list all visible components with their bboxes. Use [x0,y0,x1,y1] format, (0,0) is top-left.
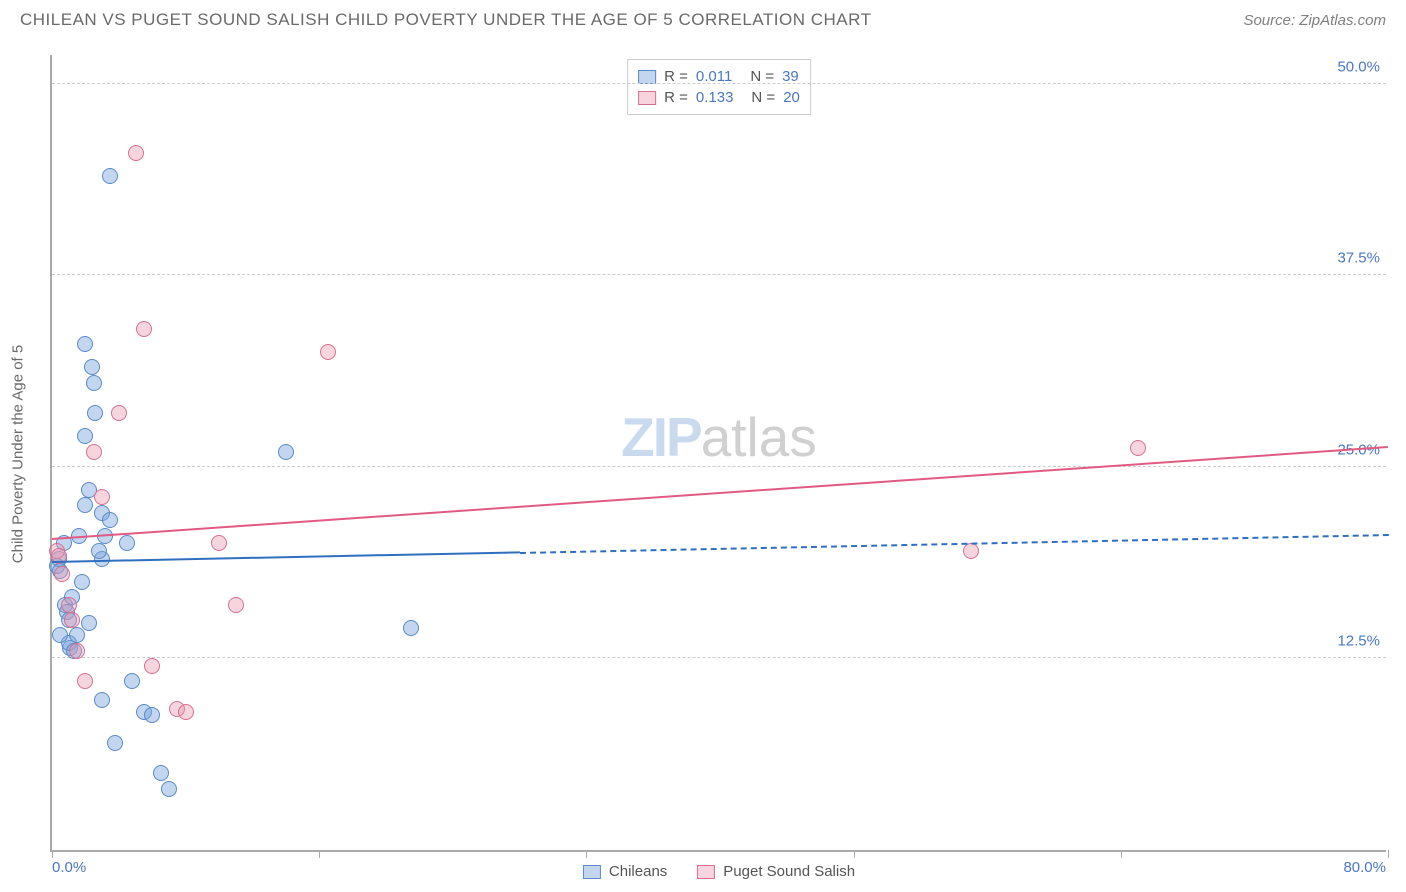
watermark: ZIPatlas [621,405,817,469]
data-point [77,673,93,689]
data-point [74,574,90,590]
trend-line [52,446,1388,540]
y-tick-label: 50.0% [1337,58,1380,75]
data-point [69,643,85,659]
legend-label: Puget Sound Salish [723,863,855,880]
gridline [52,657,1386,658]
gridline [52,466,1386,467]
data-point [87,405,103,421]
data-point [69,627,85,643]
legend-n-label: N = [751,89,775,106]
data-point [228,597,244,613]
x-tick [586,850,587,858]
watermark-atlas: atlas [701,406,817,468]
x-tick [1388,850,1389,858]
data-point [136,321,152,337]
chart-area: Child Poverty Under the Age of 5 ZIPatla… [50,55,1386,852]
data-point [320,344,336,360]
plot-region: ZIPatlas R = 0.011N = 39R = 0.133N = 20 … [50,55,1386,852]
data-point [161,781,177,797]
legend-item: Puget Sound Salish [697,863,855,880]
legend-swatch [638,70,656,84]
data-point [153,765,169,781]
data-point [403,620,419,636]
legend-n-value: 20 [783,89,800,106]
data-point [52,627,68,643]
data-point [64,612,80,628]
legend-swatch [638,91,656,105]
data-point [77,428,93,444]
watermark-zip: ZIP [621,406,701,468]
legend-series: Chileans Puget Sound Salish [583,863,855,880]
data-point [128,145,144,161]
x-tick [319,850,320,858]
trend-line [520,534,1388,554]
x-axis-label: 80.0% [1343,859,1386,876]
legend-stat-row: R = 0.011N = 39 [638,66,800,87]
data-point [124,673,140,689]
data-point [144,658,160,674]
x-axis-label: 0.0% [52,859,86,876]
x-tick [52,850,53,858]
y-tick-label: 37.5% [1337,250,1380,267]
data-point [102,512,118,528]
data-point [119,535,135,551]
legend-stat-row: R = 0.133 N = 20 [638,87,800,108]
data-point [102,168,118,184]
gridline [52,83,1386,84]
legend-label: Chileans [609,863,667,880]
y-axis-label: Child Poverty Under the Age of 5 [10,344,27,562]
data-point [111,405,127,421]
x-tick [854,850,855,858]
data-point [61,597,77,613]
legend-item: Chileans [583,863,667,880]
data-point [77,497,93,513]
data-point [94,692,110,708]
data-point [91,543,107,559]
trend-line [52,552,520,564]
data-point [178,704,194,720]
legend-stats: R = 0.011N = 39 R = 0.133 N = 20 [627,59,811,115]
data-point [278,444,294,460]
y-tick-label: 12.5% [1337,633,1380,650]
gridline [52,274,1386,275]
legend-swatch [697,865,715,879]
data-point [94,489,110,505]
data-point [211,535,227,551]
data-point [86,375,102,391]
data-point [77,336,93,352]
data-point [107,735,123,751]
legend-swatch [583,865,601,879]
data-point [81,615,97,631]
data-point [144,707,160,723]
data-point [54,566,70,582]
data-point [1130,440,1146,456]
source-attribution: Source: ZipAtlas.com [1243,12,1386,29]
data-point [86,444,102,460]
x-tick [1121,850,1122,858]
legend-r-label: R = [664,89,688,106]
data-point [963,543,979,559]
legend-r-value: 0.133 [696,89,734,106]
data-point [84,359,100,375]
chart-title: CHILEAN VS PUGET SOUND SALISH CHILD POVE… [20,10,871,30]
